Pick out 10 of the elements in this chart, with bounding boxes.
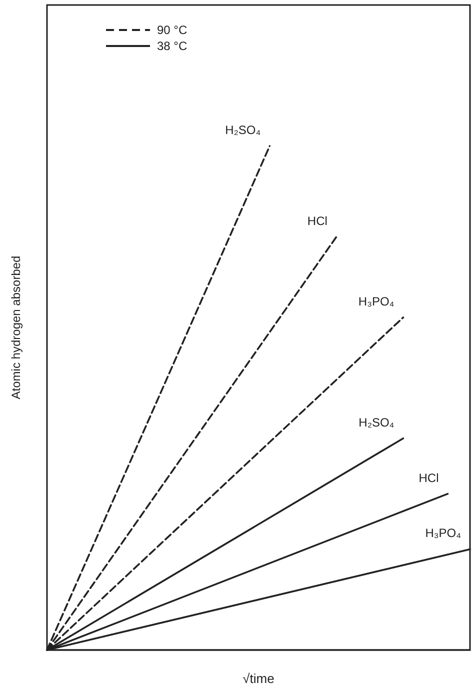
series-label: H₂SO₄ — [225, 123, 261, 138]
series-label: H₂SO₄ — [358, 415, 394, 430]
series-label: H₃PO₄ — [358, 294, 394, 308]
text: 90 °C — [157, 23, 188, 37]
y-axis-title: Atomic hydrogen absorbed — [9, 256, 23, 400]
series-label: H₃PO₄ — [425, 526, 462, 540]
series-label: HCl — [307, 214, 328, 228]
x-axis-title: √time — [242, 671, 274, 686]
series-label: HCl — [418, 470, 439, 485]
text: 38 °C — [157, 39, 188, 53]
